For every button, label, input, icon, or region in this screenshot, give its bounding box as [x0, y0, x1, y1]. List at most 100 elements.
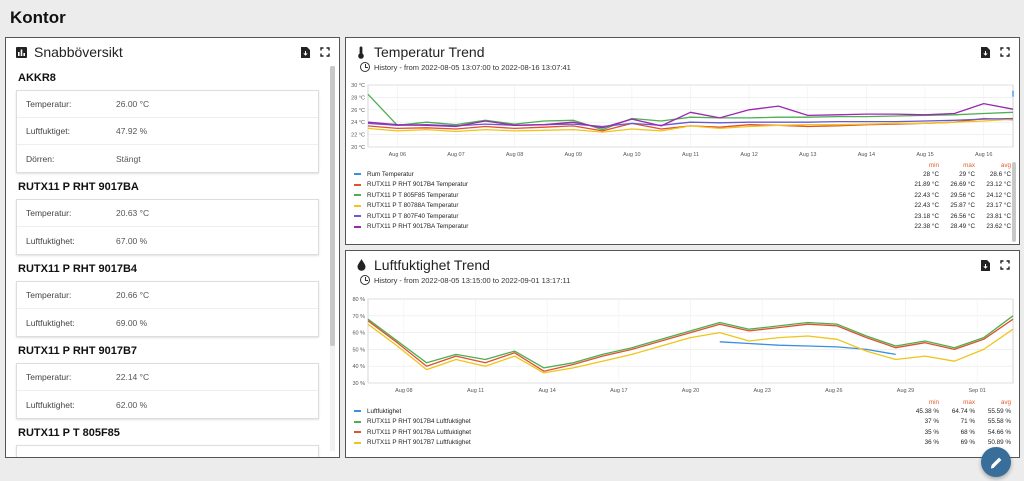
device-title: AKKR8	[18, 72, 56, 84]
legend-max-value: 64.74 %	[951, 407, 975, 415]
reading-value: 22.14 °C	[116, 372, 150, 382]
edit-button[interactable]	[981, 447, 1011, 477]
device-title: RUTX11 P T 805F85	[18, 427, 120, 439]
legend-max-value: 69 %	[960, 439, 975, 447]
legend-swatch	[354, 183, 361, 186]
legend-series-name: RUTX11 P RHT 9017BA Temperatur	[367, 223, 469, 231]
legend-max-value: 26.69 °C	[950, 181, 975, 189]
legend-item[interactable]: RUTX11 P T 805F85 Temperatur 22.43 °C 29.5…	[352, 190, 1011, 201]
legend-min-value: 21.89 °C	[914, 181, 939, 189]
legend-max-value: 29 °C	[959, 170, 975, 178]
x-tick-label: Aug 15	[916, 152, 933, 158]
export-icon[interactable]	[979, 46, 991, 58]
pencil-icon	[990, 457, 1001, 468]
device-title: RUTX11 P RHT 9017B7	[18, 345, 138, 357]
legend-min-value: 22.43 °C	[914, 202, 939, 210]
legend-max-value: 68 %	[960, 428, 975, 436]
legend-item[interactable]: RUTX11 P RHT 9017B4 Luftfuktighet 37 % 71 …	[352, 417, 1011, 428]
reading-label: Temperatur:	[26, 208, 72, 218]
legend-min-value: 37 %	[924, 418, 939, 426]
temperature-history-text: History - from 2022-08-05 13:07:00 to 20…	[374, 62, 571, 72]
x-tick-label: Aug 09	[565, 152, 582, 158]
legend-swatch	[354, 173, 361, 176]
humidity-legend: min max avg Luftfuktighet 45.38 % 64.74 % 55.5…	[352, 399, 1011, 448]
legend-item[interactable]: Luftfuktighet 45.38 % 64.74 % 55.59 %	[352, 406, 1011, 417]
reading-value: Stängt	[116, 153, 141, 164]
series-line-2	[367, 93, 1014, 131]
series-line-3	[367, 323, 1014, 374]
legend-min-value: 36 %	[924, 439, 939, 447]
legend-item[interactable]: RUTX11 P RHT 9017BA Luftfuktighet 35 % 68 …	[352, 427, 1011, 438]
legend-item[interactable]: RUTX11 P RHT 9017BA Temperatur 22.38 °C 28…	[352, 222, 1011, 233]
device-card: Temperatur: 20.66 °C Luftfuktighet: 69.00 %	[16, 281, 319, 337]
reading-label: Luftfuktighet:	[26, 317, 75, 328]
device-title: RUTX11 P RHT 9017BA	[18, 181, 139, 193]
series-line-5	[367, 102, 1014, 129]
y-tick-label: 30 °C	[351, 83, 365, 89]
humidity-chart: 30 % 40 % 50 % 60 % 70 % 80 % Aug 08 Aug 11 Aug …	[352, 297, 1014, 394]
x-tick-label: Aug 08	[506, 152, 523, 158]
legend-header-avg: avg	[1000, 399, 1011, 406]
clock-icon	[360, 62, 370, 72]
temperature-trend-title: Temperatur Trend	[374, 44, 485, 60]
device-reading-row: Luftfuktighet: 67.00 %	[17, 227, 318, 254]
y-tick-label: 50 %	[352, 347, 365, 353]
legend-series-name: Rum Temperatur	[367, 170, 414, 178]
x-tick-label: Aug 11	[467, 388, 484, 394]
x-tick-label: Aug 26	[825, 388, 842, 394]
legend-series-name: RUTX11 P RHT 9017B4 Temperatur	[367, 181, 469, 189]
legend-min-value: 22.43 °C	[914, 191, 939, 199]
legend-avg-value: 28.6 °C	[989, 170, 1011, 178]
reading-value: 69.00 %	[116, 317, 148, 328]
y-tick-label: 24 °C	[351, 120, 365, 126]
legend-header-min: min	[928, 162, 939, 169]
quick-overview-header: Snabböversikt	[6, 38, 339, 66]
legend-header-min: min	[928, 399, 939, 406]
legend-swatch	[354, 410, 361, 413]
legend-min-value: 45.38 %	[915, 407, 939, 415]
reading-value: 62.00 %	[116, 399, 148, 410]
legend-min-value: 28 °C	[923, 170, 939, 178]
legend-scrollbar[interactable]	[1012, 162, 1016, 242]
legend-swatch	[354, 204, 361, 207]
device-card	[16, 445, 319, 457]
series-line-0	[719, 341, 896, 356]
y-tick-label: 30 %	[352, 381, 365, 387]
legend-item[interactable]: RUTX11 P RHT 9017B7 Luftfuktighet 36 % 69 …	[352, 438, 1011, 449]
legend-avg-value: 54.66 %	[987, 428, 1011, 436]
temperature-trend-header: Temperatur Trend	[346, 38, 1019, 66]
page-title: Kontor	[10, 8, 66, 27]
device-card: Temperatur: 26.00 °C Luftfuktiget: 47.92 % D…	[16, 90, 319, 173]
reading-label: Temperatur:	[26, 290, 72, 300]
legend-max-value: 71 %	[960, 418, 975, 426]
device-reading-row: Dörren: Stängt	[17, 145, 318, 172]
scrollbar-thumb[interactable]	[330, 66, 335, 346]
export-icon[interactable]	[299, 46, 311, 58]
legend-header-max: max	[963, 162, 975, 169]
legend-avg-value: 55.59 %	[987, 407, 1011, 415]
series-line-3	[367, 118, 1014, 133]
thermometer-icon	[354, 45, 368, 59]
export-icon[interactable]	[979, 259, 991, 271]
legend-swatch	[354, 225, 361, 228]
legend-series-name: RUTX11 P RHT 9017BA Luftfuktighet	[367, 428, 471, 436]
reading-value: 20.63 °C	[116, 208, 150, 218]
x-tick-label: Aug 14	[858, 152, 875, 158]
device-card: Temperatur: 20.63 °C Luftfuktighet: 67.00 %	[16, 199, 319, 255]
x-tick-label: Aug 10	[623, 152, 640, 158]
y-tick-label: 80 %	[352, 297, 365, 303]
legend-series-name: RUTX11 P T 807F40 Temperatur	[367, 212, 459, 220]
reading-value: 47.92 %	[116, 126, 148, 136]
quick-overview-card: Snabböversikt AKKR8 Temperatur: 26.00 °C Lu…	[5, 37, 340, 458]
legend-item[interactable]: RUTX11 P T 807F40 Temperatur 23.18 °C 26.5…	[352, 211, 1011, 222]
reading-label: Dörren:	[26, 153, 55, 164]
device-title: RUTX11 P RHT 9017B4	[18, 263, 138, 275]
legend-item[interactable]: RUTX11 P T 80788A Temperatur 22.43 °C 25.8…	[352, 201, 1011, 212]
device-reading-row: Luftfuktighet: 69.00 %	[17, 309, 318, 336]
scrollbar[interactable]	[330, 66, 335, 451]
fullscreen-icon[interactable]	[999, 259, 1011, 271]
fullscreen-icon[interactable]	[319, 46, 331, 58]
fullscreen-icon[interactable]	[999, 46, 1011, 58]
legend-item[interactable]: Rum Temperatur 28 °C 29 °C 28.6 °C	[352, 169, 1011, 180]
legend-item[interactable]: RUTX11 P RHT 9017B4 Temperatur 21.89 °C 26…	[352, 180, 1011, 191]
